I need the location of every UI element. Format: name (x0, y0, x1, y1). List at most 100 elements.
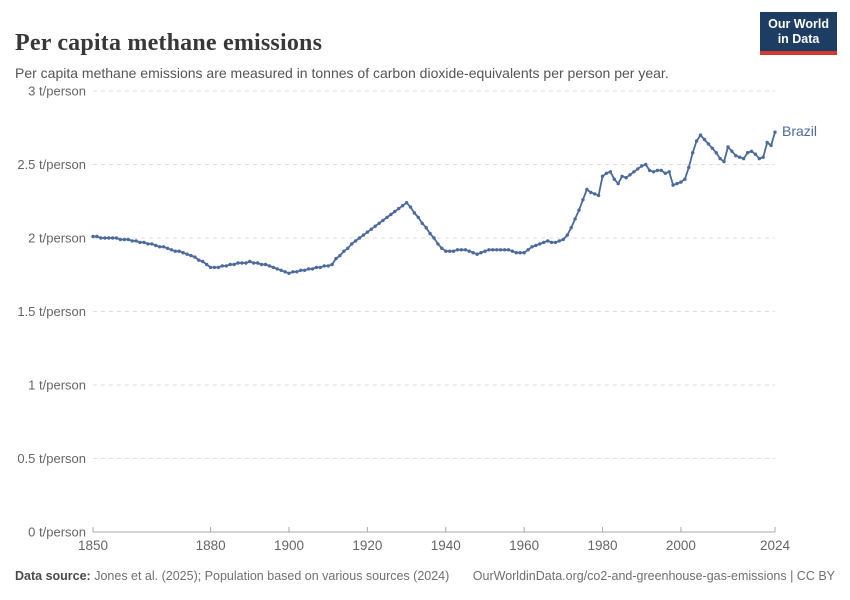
data-point[interactable] (142, 240, 146, 245)
data-point[interactable] (565, 233, 569, 237)
data-point[interactable] (687, 165, 691, 170)
data-point[interactable] (636, 167, 640, 171)
data-point[interactable] (530, 245, 534, 249)
data-point[interactable] (318, 265, 322, 270)
data-point[interactable] (122, 237, 127, 242)
data-point[interactable] (518, 251, 522, 255)
data-point[interactable] (608, 170, 613, 174)
data-point[interactable] (734, 154, 738, 158)
data-point[interactable] (624, 176, 628, 180)
attribution-link[interactable]: OurWorldinData.org/co2-and-greenhouse-ga… (472, 569, 835, 583)
data-point[interactable] (212, 265, 217, 270)
data-point[interactable] (381, 218, 385, 223)
data-point[interactable] (322, 264, 326, 268)
data-point[interactable] (683, 177, 687, 181)
data-point[interactable] (502, 248, 507, 252)
data-point[interactable] (91, 234, 95, 239)
data-point[interactable] (487, 248, 491, 252)
data-point[interactable] (334, 256, 338, 261)
data-point[interactable] (600, 174, 605, 178)
data-point[interactable] (99, 236, 103, 240)
data-point[interactable] (330, 262, 334, 267)
data-point[interactable] (483, 249, 487, 253)
data-point[interactable] (154, 243, 158, 248)
data-point[interactable] (107, 236, 111, 240)
data-point[interactable] (718, 156, 722, 161)
data-point[interactable] (420, 221, 424, 225)
data-point[interactable] (726, 145, 730, 149)
data-point[interactable] (651, 170, 656, 174)
data-point[interactable] (671, 183, 675, 187)
data-point[interactable] (271, 265, 275, 270)
data-point[interactable] (557, 239, 562, 243)
data-point[interactable] (432, 236, 436, 240)
data-point[interactable] (663, 171, 667, 175)
data-point[interactable] (589, 190, 593, 195)
data-point[interactable] (173, 249, 177, 253)
data-point[interactable] (189, 253, 193, 258)
data-point[interactable] (753, 152, 758, 156)
data-point[interactable] (534, 243, 538, 248)
data-point[interactable] (232, 262, 236, 267)
data-point[interactable] (628, 173, 632, 177)
data-point[interactable] (118, 237, 123, 242)
data-point[interactable] (436, 242, 440, 246)
data-point[interactable] (252, 261, 256, 265)
data-point[interactable] (471, 251, 475, 255)
data-point[interactable] (404, 201, 409, 205)
data-point[interactable] (236, 261, 240, 265)
data-point[interactable] (573, 217, 577, 221)
data-point[interactable] (522, 251, 526, 255)
data-point[interactable] (644, 162, 648, 167)
data-point[interactable] (342, 249, 346, 253)
data-point[interactable] (357, 236, 362, 240)
data-point[interactable] (475, 252, 479, 256)
data-point[interactable] (526, 248, 530, 252)
data-point[interactable] (224, 264, 228, 268)
data-point[interactable] (95, 234, 99, 239)
data-point[interactable] (408, 205, 413, 209)
data-point[interactable] (275, 267, 279, 271)
data-point[interactable] (444, 249, 448, 253)
data-point[interactable] (314, 265, 319, 270)
data-point[interactable] (263, 262, 268, 267)
data-point[interactable] (228, 262, 232, 267)
data-point[interactable] (259, 262, 264, 267)
data-point[interactable] (169, 248, 174, 252)
data-point[interactable] (495, 248, 499, 252)
data-point[interactable] (451, 249, 456, 253)
data-point[interactable] (765, 140, 769, 145)
data-point[interactable] (722, 159, 726, 164)
data-point[interactable] (205, 262, 209, 267)
data-point[interactable] (593, 192, 597, 196)
data-point[interactable] (769, 143, 773, 148)
data-point[interactable] (193, 255, 197, 259)
data-point[interactable] (428, 231, 432, 236)
data-point[interactable] (216, 265, 221, 270)
data-point[interactable] (538, 242, 542, 246)
data-point[interactable] (773, 130, 777, 134)
data-point[interactable] (157, 245, 162, 249)
data-point[interactable] (640, 164, 644, 168)
data-point[interactable] (201, 259, 205, 264)
data-point[interactable] (134, 239, 138, 243)
data-point[interactable] (255, 261, 260, 265)
data-point[interactable] (741, 156, 746, 161)
data-point[interactable] (416, 215, 420, 220)
data-point[interactable] (412, 211, 417, 215)
data-point[interactable] (161, 245, 166, 249)
data-point[interactable] (667, 170, 671, 174)
data-point[interactable] (455, 248, 460, 252)
data-point[interactable] (299, 268, 303, 272)
data-point[interactable] (714, 151, 718, 155)
data-point[interactable] (126, 237, 130, 242)
data-point[interactable] (616, 181, 620, 186)
data-point[interactable] (150, 242, 154, 246)
data-point[interactable] (353, 239, 358, 243)
data-point[interactable] (267, 264, 272, 268)
data-point[interactable] (346, 246, 350, 250)
data-point[interactable] (632, 170, 636, 174)
data-point[interactable] (440, 246, 444, 250)
data-point[interactable] (506, 248, 511, 252)
data-point[interactable] (569, 226, 573, 230)
